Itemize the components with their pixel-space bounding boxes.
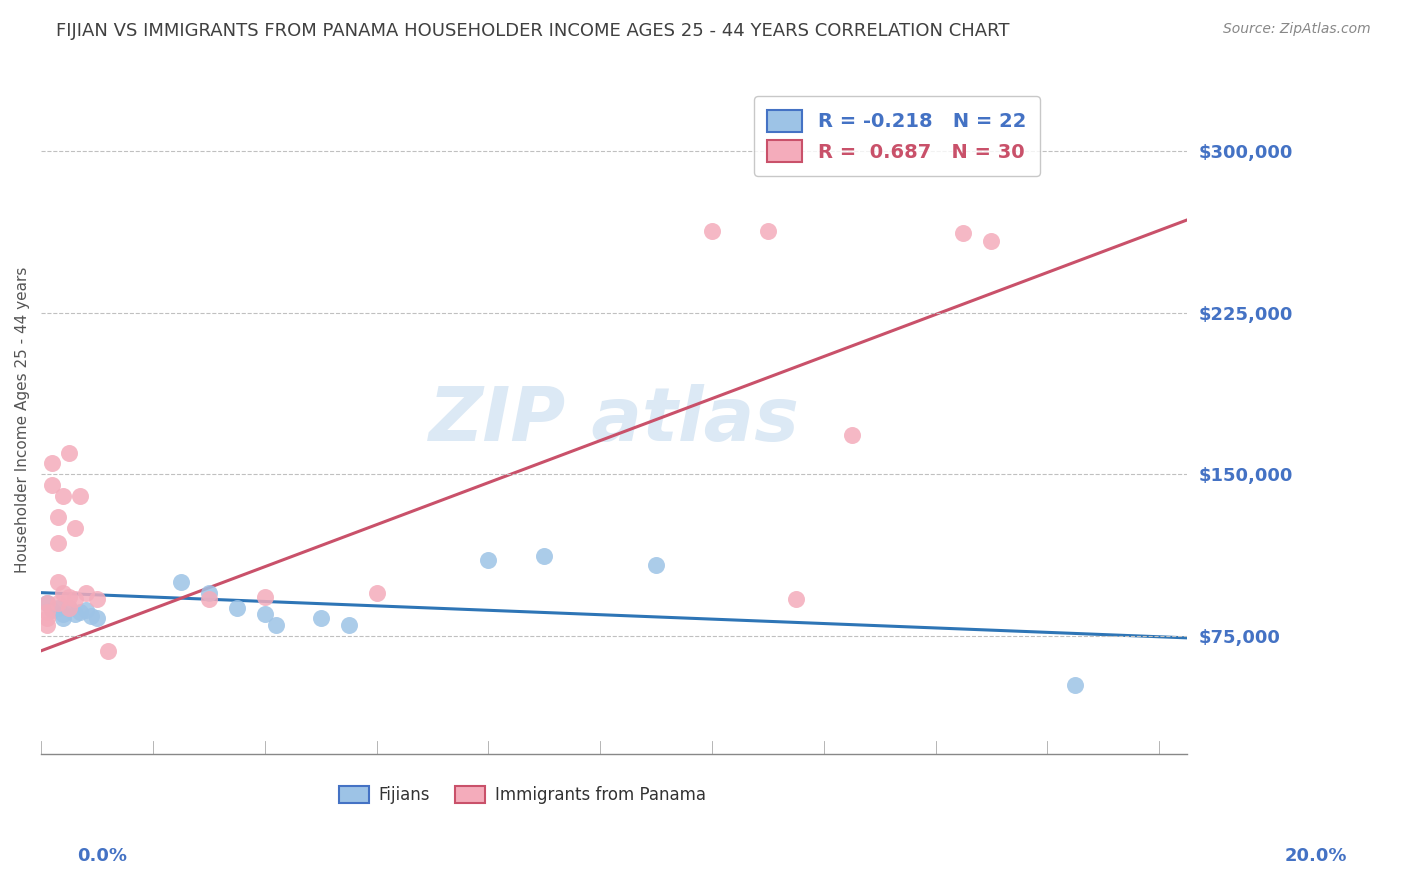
Y-axis label: Householder Income Ages 25 - 44 years: Householder Income Ages 25 - 44 years xyxy=(15,267,30,574)
Point xyxy=(198,585,221,599)
Text: FIJIAN VS IMMIGRANTS FROM PANAMA HOUSEHOLDER INCOME AGES 25 - 44 YEARS CORRELATI: FIJIAN VS IMMIGRANTS FROM PANAMA HOUSEHO… xyxy=(56,22,1010,40)
Point xyxy=(58,445,80,459)
Point xyxy=(46,510,69,524)
Point xyxy=(35,605,58,619)
Point xyxy=(97,644,120,658)
Point xyxy=(35,596,58,610)
Point xyxy=(477,553,499,567)
Point xyxy=(253,590,276,604)
Point xyxy=(645,558,668,572)
Point xyxy=(980,235,1002,249)
Point xyxy=(63,607,86,622)
Point xyxy=(41,603,63,617)
Point xyxy=(170,574,193,589)
Point xyxy=(52,611,75,625)
Point xyxy=(52,585,75,599)
Point xyxy=(46,574,69,589)
Point xyxy=(841,428,863,442)
Point xyxy=(86,611,108,625)
Point xyxy=(75,585,97,599)
Point xyxy=(41,478,63,492)
Point xyxy=(75,603,97,617)
Text: 0.0%: 0.0% xyxy=(77,847,128,865)
Text: ZIP atlas: ZIP atlas xyxy=(429,384,800,457)
Point xyxy=(198,592,221,607)
Point xyxy=(80,609,103,624)
Point xyxy=(52,489,75,503)
Point xyxy=(63,592,86,607)
Point xyxy=(41,456,63,470)
Point xyxy=(46,596,69,610)
Point xyxy=(35,618,58,632)
Point xyxy=(69,489,91,503)
Point xyxy=(700,224,723,238)
Point xyxy=(225,600,247,615)
Point xyxy=(264,618,287,632)
Point xyxy=(58,600,80,615)
Legend: Fijians, Immigrants from Panama: Fijians, Immigrants from Panama xyxy=(330,778,714,813)
Point xyxy=(533,549,555,563)
Point xyxy=(58,600,80,615)
Point xyxy=(756,224,779,238)
Point xyxy=(52,607,75,622)
Point xyxy=(86,592,108,607)
Point xyxy=(785,592,807,607)
Point xyxy=(1064,678,1087,692)
Point xyxy=(35,611,58,625)
Point xyxy=(46,600,69,615)
Point xyxy=(63,521,86,535)
Point xyxy=(69,605,91,619)
Point xyxy=(253,607,276,622)
Point xyxy=(35,596,58,610)
Text: Source: ZipAtlas.com: Source: ZipAtlas.com xyxy=(1223,22,1371,37)
Text: 20.0%: 20.0% xyxy=(1285,847,1347,865)
Point xyxy=(366,585,388,599)
Point xyxy=(337,618,360,632)
Point xyxy=(46,536,69,550)
Point xyxy=(58,590,80,604)
Point xyxy=(309,611,332,625)
Point xyxy=(952,226,974,240)
